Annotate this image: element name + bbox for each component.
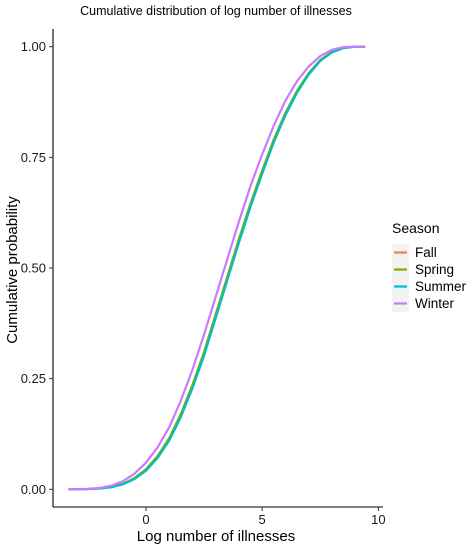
x-axis-title: Log number of illnesses	[137, 528, 295, 545]
y-tick-label: 0.25	[21, 371, 46, 386]
legend-items: Fall Spring Summer Winter	[392, 244, 467, 312]
x-tick-label: 0	[142, 512, 149, 527]
y-tick-label: 0.00	[21, 482, 46, 497]
legend: Season Fall Spring Summer Winter	[392, 220, 467, 312]
legend-label-summer: Summer	[415, 279, 467, 294]
y-tick-label: 0.75	[21, 150, 46, 165]
x-tick-label: 5	[259, 512, 266, 527]
legend-label-fall: Fall	[415, 245, 437, 260]
series-line-summer	[68, 45, 366, 491]
legend-label-winter: Winter	[415, 296, 455, 311]
x-axis-ticks: 0 5 10	[142, 507, 386, 527]
x-tick-label: 10	[371, 512, 385, 527]
y-axis-title: Cumulative probability	[4, 196, 21, 344]
plot-area	[68, 45, 366, 491]
chart-title: Cumulative distribution of log number of…	[80, 4, 352, 18]
series-line-winter	[68, 45, 366, 491]
y-tick-label: 0.50	[21, 261, 46, 276]
y-tick-label: 1.00	[21, 39, 46, 54]
series-line-fall	[68, 45, 366, 491]
legend-label-spring: Spring	[415, 262, 454, 277]
legend-title: Season	[392, 220, 439, 236]
y-axis-ticks: 0.00 0.25 0.50 0.75 1.00	[21, 39, 53, 497]
series-line-spring	[68, 45, 366, 491]
